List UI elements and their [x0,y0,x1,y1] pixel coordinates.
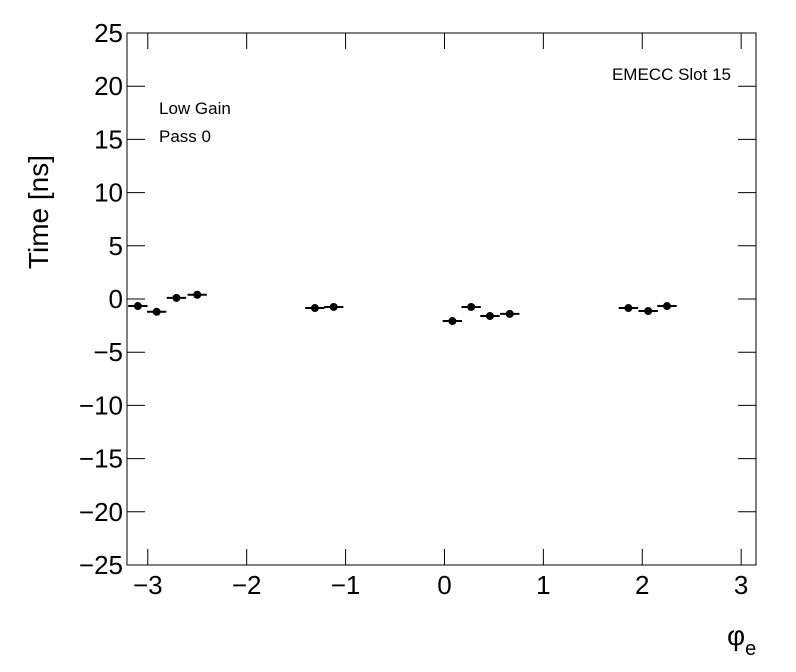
y-tick-label: 10 [94,178,123,208]
y-tick-label: 0 [109,284,123,314]
data-point [662,302,671,311]
x-tick-label: −1 [331,570,361,600]
data-point [329,302,338,311]
pass-label: Pass 0 [159,127,211,146]
x-tick-label: −2 [232,570,262,600]
y-tick-label: 25 [94,18,123,48]
data-point [624,304,633,313]
y-tick-label: −5 [93,337,123,367]
x-tick-label: 1 [536,570,550,600]
y-axis-title: Time [ns] [23,155,54,269]
x-axis-title-sub: e [745,638,756,660]
data-point [644,307,653,316]
data-point [310,304,319,313]
data-point [505,309,514,318]
data-point [193,290,202,299]
x-tick-label: 0 [437,570,451,600]
data-point [485,312,494,321]
x-tick-label: 3 [734,570,748,600]
data-point [172,293,181,302]
y-tick-label: −20 [79,497,123,527]
gain-label: Low Gain [159,99,231,118]
y-tick-label: −25 [79,550,123,580]
data-point [467,302,476,311]
slot-label: EMECC Slot 15 [612,65,731,84]
data-point [152,307,161,316]
y-tick-label: 20 [94,71,123,101]
x-tick-label: −3 [133,570,163,600]
data-point [133,302,142,311]
x-axis-title-main: φ [727,620,745,651]
x-tick-label: 2 [635,570,649,600]
y-tick-label: 5 [109,231,123,261]
data-point [448,317,457,326]
y-tick-label: −10 [79,390,123,420]
y-tick-label: −15 [79,444,123,474]
y-tick-label: 15 [94,124,123,154]
x-axis-title: φe [727,620,756,660]
